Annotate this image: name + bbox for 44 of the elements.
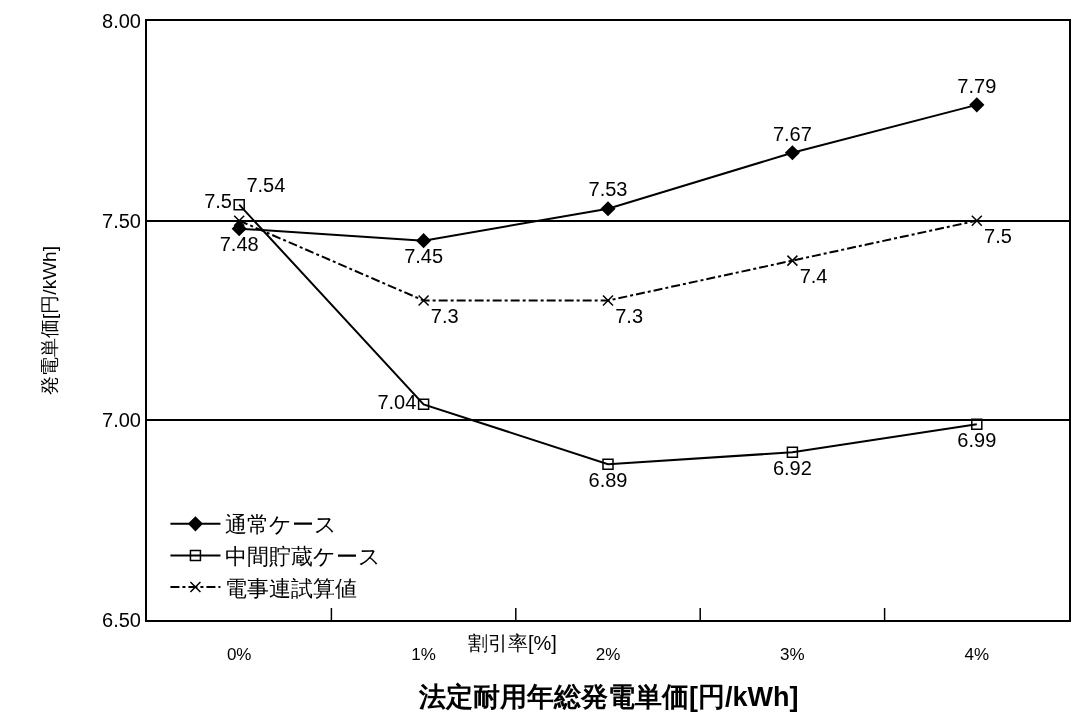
point	[417, 398, 430, 411]
point	[786, 446, 799, 459]
x-tick-label: 1%	[411, 645, 436, 665]
data-label: 7.79	[957, 74, 997, 97]
text: 法定耐用年総発電単価[円/kWh]	[418, 682, 799, 712]
data-label: 7.04	[377, 391, 417, 414]
data-label: 6.89	[588, 468, 628, 491]
data-label: 7.3	[430, 304, 459, 327]
data-label: 7.5	[984, 224, 1012, 247]
y-axis-title: 発電単価[円/kWh]	[39, 246, 61, 395]
y-tick-label: 8.00	[102, 10, 141, 32]
data-label: 7.48	[219, 232, 259, 255]
legend-label: 通常ケース	[225, 512, 338, 538]
data-label: 7.5	[204, 190, 232, 213]
point	[233, 198, 245, 211]
point	[785, 145, 800, 161]
data-label: 7.45	[404, 244, 444, 267]
point	[971, 418, 983, 431]
x-tick-label: 0%	[226, 645, 252, 665]
x-tick-label: 3%	[780, 645, 805, 665]
data-label: 6.92	[772, 456, 812, 479]
point	[971, 214, 983, 227]
data-label: 7.53	[588, 178, 628, 201]
point	[231, 221, 247, 236]
data-label: 6.99	[957, 428, 997, 451]
data-label: 7.3	[615, 304, 644, 327]
data-label: 7.67	[772, 122, 812, 145]
point	[416, 233, 431, 248]
point	[417, 294, 430, 307]
x-axis-title: 割引率[%]	[468, 632, 557, 654]
point	[602, 294, 614, 307]
point	[602, 458, 614, 471]
y-tick-label: 7.00	[102, 409, 141, 432]
data-label: 7.4	[799, 264, 828, 287]
y-tick-label: 7.50	[102, 209, 141, 232]
legend-label: 中間貯蔵ケース	[225, 544, 382, 569]
x-tick-label: 2%	[595, 645, 621, 665]
x-tick-label: 4%	[964, 645, 990, 665]
y-tick-label: 6.50	[102, 609, 141, 631]
legend-label: 電事連試算値	[225, 575, 358, 601]
data-label: 7.54	[246, 174, 286, 197]
point	[600, 201, 616, 216]
point	[969, 97, 985, 113]
point	[786, 254, 799, 267]
